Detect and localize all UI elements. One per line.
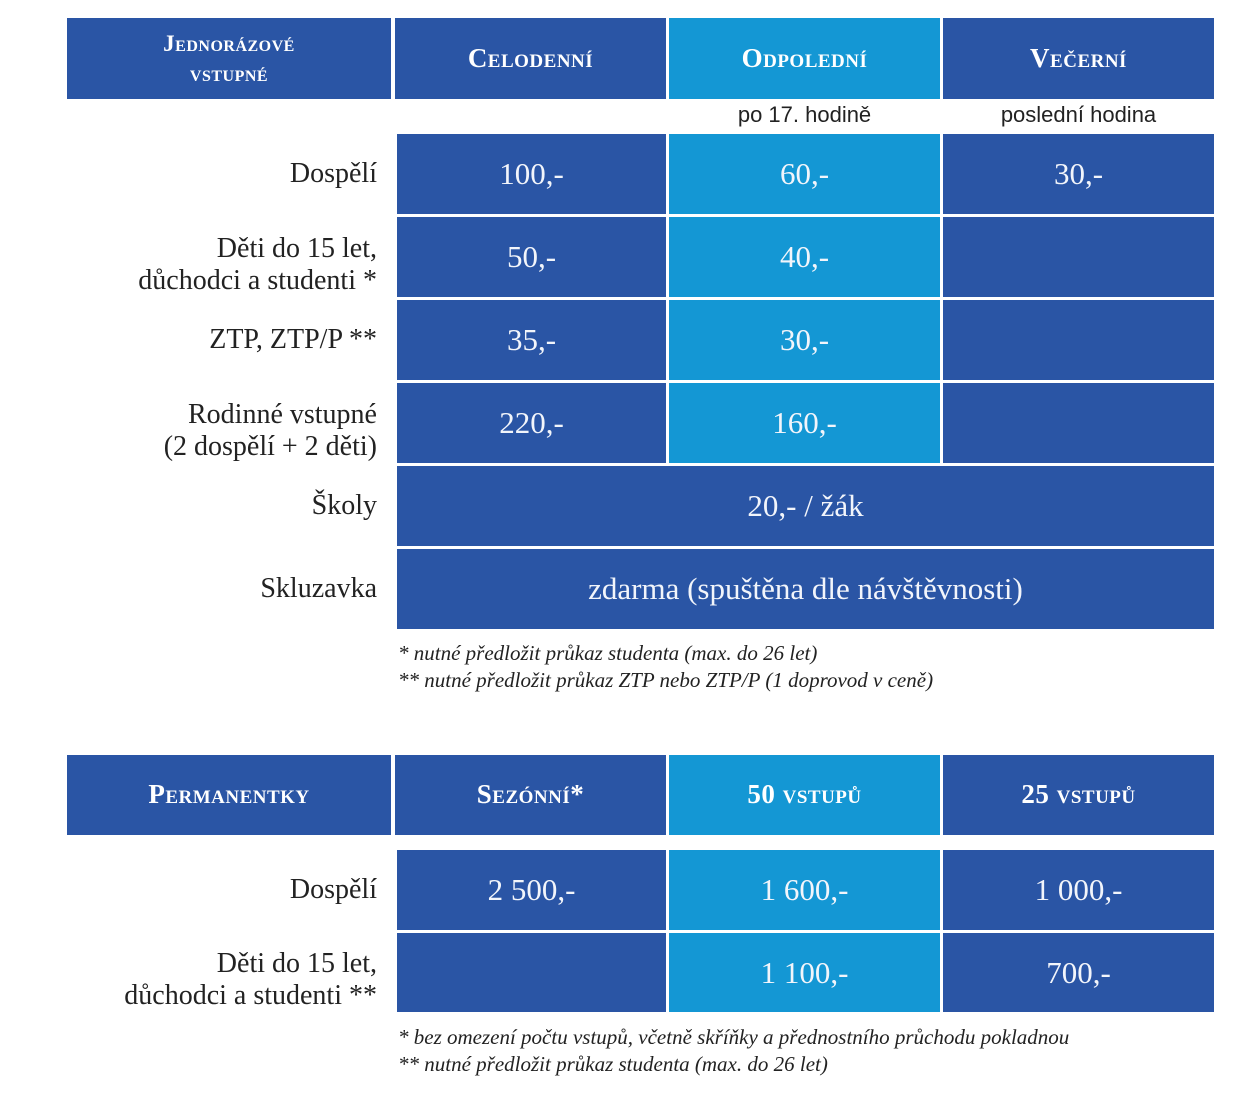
single-title-header: Jednorázové vstupné	[67, 18, 391, 99]
row-label-skoly: Školy	[311, 489, 377, 521]
footnote: * nutné předložit průkaz studenta (max. …	[398, 641, 818, 665]
price-cell: 100,-	[397, 134, 666, 214]
price-cell: 30,-	[669, 300, 940, 380]
price-cell: 1 100,-	[669, 933, 940, 1012]
price-cell: 2 500,-	[397, 850, 666, 930]
footnote: ** nutné předložit průkaz ZTP nebo ZTP/P…	[398, 668, 934, 692]
price-cell: 30,-	[943, 134, 1214, 214]
col-header-vecerni: Večerní	[943, 18, 1214, 99]
col-header-sezonni: Sezónní*	[395, 755, 666, 835]
row-label-deti-line2: důchodci a studenti *	[138, 264, 377, 296]
row-label-deti-line2: důchodci a studenti **	[124, 979, 377, 1011]
price-cell: 1 000,-	[943, 850, 1214, 930]
row-label-dospeli: Dospělí	[289, 873, 377, 905]
price-cell: 40,-	[669, 217, 940, 297]
price-cell: 35,-	[397, 300, 666, 380]
price-cell: 220,-	[397, 383, 666, 463]
price-cell-empty	[397, 933, 666, 1012]
single-title: Jednorázové vstupné	[163, 30, 295, 86]
col-header-50-vstupu: 50 vstupů	[669, 755, 940, 835]
row-label-rodinne: Rodinné vstupné (2 dospělí + 2 děti)	[0, 383, 395, 463]
col-header-25-vstupu: 25 vstupů	[943, 755, 1214, 835]
price-cell: 60,-	[669, 134, 940, 214]
col-header-odpoledni: Odpolední	[669, 18, 940, 99]
price-cell: 50,-	[397, 217, 666, 297]
row-label-deti: Děti do 15 let, důchodci a studenti *	[0, 217, 395, 297]
price-cell: 160,-	[669, 383, 940, 463]
footnote: * bez omezení počtu vstupů, včetně skříň…	[398, 1025, 1070, 1049]
price-cell-wide: 20,- / žák	[397, 466, 1214, 546]
price-cell-wide: zdarma (spuštěna dle návštěvnosti)	[397, 549, 1214, 629]
price-cell: 1 600,-	[669, 850, 940, 930]
row-label-deti: Děti do 15 let, důchodci a studenti **	[0, 933, 395, 1012]
price-cell-empty	[943, 383, 1214, 463]
price-cell-empty	[943, 217, 1214, 297]
row-label-deti-line1: Děti do 15 let,	[216, 947, 377, 979]
footnote: ** nutné předložit průkaz studenta (max.…	[398, 1052, 828, 1076]
row-label-skluzavka: Skluzavka	[260, 572, 377, 604]
row-label-rodinne-line1: Rodinné vstupné	[188, 398, 377, 430]
row-label-deti-line1: Děti do 15 let,	[216, 232, 377, 264]
row-label-ztp: ZTP, ZTP/P **	[209, 323, 377, 355]
price-cell: 700,-	[943, 933, 1214, 1012]
passes-title-header: Permanentky	[67, 755, 391, 835]
price-cell-empty	[943, 300, 1214, 380]
col-header-celodenni: Celodenní	[395, 18, 666, 99]
subnote-vecerni: poslední hodina	[1000, 102, 1157, 127]
row-label-rodinne-line2: (2 dospělí + 2 děti)	[163, 430, 377, 462]
subnote-odpoledni: po 17. hodině	[737, 102, 872, 127]
row-label-dospeli: Dospělí	[289, 157, 377, 189]
